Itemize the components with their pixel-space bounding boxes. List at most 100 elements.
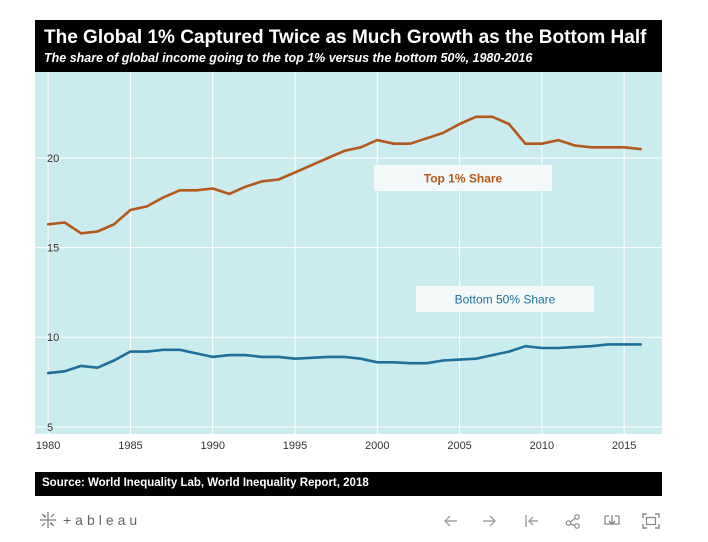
redo-arrow-icon (483, 515, 496, 527)
top-1-percent-label-box (374, 165, 552, 191)
tableau-footer: +ableau (35, 508, 662, 534)
data-point (293, 171, 297, 174)
top-1-percent-label: Top 1% Share (424, 172, 503, 186)
data-point (491, 115, 494, 119)
data-point (79, 232, 83, 235)
data-point (63, 221, 66, 224)
fullscreen-icon (642, 513, 660, 529)
chart-subtitle: The share of global income going to the … (44, 51, 533, 65)
data-point (409, 362, 412, 365)
x-tick-label: 1995 (283, 440, 307, 452)
data-point (392, 142, 395, 145)
redo-button[interactable] (478, 510, 500, 532)
data-point (79, 364, 83, 368)
download-button[interactable] (601, 510, 623, 532)
data-point (376, 361, 379, 364)
data-point (293, 357, 297, 360)
plot-background (35, 72, 662, 434)
data-point (244, 185, 247, 188)
data-point (227, 192, 231, 196)
data-point (277, 355, 280, 359)
undo-arrow-icon (444, 515, 457, 527)
line-chart: 1980 1985 1990 1995 2000 2005 2010 2015 5 10 15 20 T… (35, 72, 662, 452)
data-point (260, 180, 264, 183)
share-button[interactable] (562, 510, 584, 532)
download-icon (604, 515, 620, 525)
data-point (639, 147, 642, 151)
revert-button[interactable] (521, 510, 543, 532)
x-tick-label: 2005 (447, 440, 471, 452)
data-point (277, 178, 280, 181)
data-point (573, 144, 576, 147)
data-point (590, 344, 593, 348)
data-point (507, 350, 511, 353)
data-point (376, 138, 379, 142)
bottom-50-percent-label: Bottom 50% Share (455, 293, 556, 307)
data-point (162, 348, 165, 351)
data-point (96, 366, 99, 369)
y-tick-label: 20 (47, 153, 59, 165)
data-point (622, 146, 626, 149)
data-point (458, 122, 461, 126)
data-point (112, 223, 116, 226)
data-point (260, 355, 264, 359)
data-point (63, 370, 66, 373)
data-point (359, 357, 363, 360)
data-point (162, 196, 165, 199)
data-point (96, 230, 99, 233)
y-tick-label: 5 (47, 422, 53, 434)
x-tick-label: 1985 (118, 440, 142, 452)
data-point (310, 163, 313, 167)
x-tick-label: 2015 (612, 440, 636, 452)
data-point (474, 357, 478, 360)
data-point (622, 343, 626, 346)
data-point (606, 343, 609, 346)
data-point (441, 131, 445, 135)
fullscreen-button[interactable] (640, 510, 662, 532)
data-point (639, 343, 642, 346)
data-point (590, 146, 593, 149)
data-point (474, 115, 478, 119)
data-point (129, 208, 132, 212)
data-point (540, 142, 544, 145)
data-point (524, 142, 527, 145)
tableau-logo[interactable]: +ableau (39, 511, 141, 529)
data-point (227, 353, 231, 357)
x-tick-label: 2000 (365, 440, 389, 452)
x-tick-label: 2010 (530, 440, 554, 452)
data-point (178, 348, 182, 351)
data-point (326, 156, 330, 160)
data-point (195, 189, 198, 192)
bottom-50-percent-label-box (416, 286, 594, 312)
data-point (507, 122, 511, 126)
data-point (491, 353, 494, 357)
data-point (392, 361, 395, 364)
undo-button[interactable] (440, 510, 462, 532)
data-point (310, 356, 313, 360)
data-point (409, 142, 412, 145)
data-point (343, 149, 346, 153)
data-point (606, 146, 609, 149)
share-icon (565, 514, 580, 529)
source-text: Source: World Inequality Lab, World Ineq… (42, 477, 369, 489)
data-point (211, 187, 214, 190)
data-point (46, 223, 50, 226)
data-point (540, 346, 544, 350)
data-point (244, 353, 247, 357)
title-bar: The Global 1% Captured Twice as Much Gro… (35, 20, 662, 72)
data-point (46, 371, 50, 375)
data-point (441, 359, 445, 362)
data-point (145, 205, 149, 208)
data-point (211, 355, 214, 359)
data-point (425, 137, 428, 140)
data-point (557, 346, 560, 350)
y-tick-label: 15 (47, 243, 59, 255)
chart-title: The Global 1% Captured Twice as Much Gro… (44, 27, 647, 48)
data-point (326, 355, 330, 359)
data-point (112, 359, 116, 362)
x-tick-label: 1990 (200, 440, 224, 452)
revert-icon (525, 515, 538, 527)
data-point (129, 350, 132, 353)
data-point (425, 362, 428, 365)
data-point (573, 345, 576, 349)
